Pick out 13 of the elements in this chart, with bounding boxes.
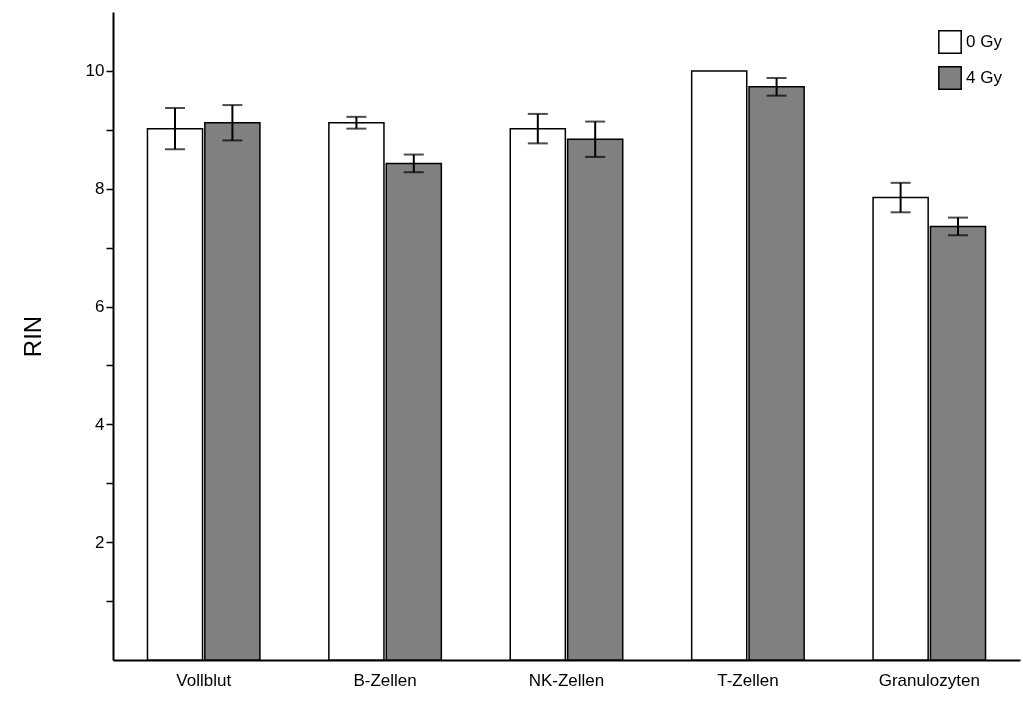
y-axis-title: RIN bbox=[18, 315, 46, 358]
y-tick-label: 8 bbox=[95, 179, 105, 199]
y-tick-label: 2 bbox=[95, 532, 105, 552]
y-tick-label: 4 bbox=[95, 414, 105, 434]
y-tick-label: 10 bbox=[85, 61, 105, 81]
x-tick-label: B-Zellen bbox=[353, 670, 417, 690]
y-tick-label: 6 bbox=[95, 297, 105, 317]
legend-label: 4 Gy bbox=[966, 68, 1003, 87]
x-tick-label: Granulozyten bbox=[878, 670, 980, 690]
x-tick-label: Vollblut bbox=[176, 670, 232, 690]
x-tick-label: T-Zellen bbox=[717, 670, 779, 690]
legend-label: 0 Gy bbox=[966, 32, 1003, 51]
x-tick-label: NK-Zellen bbox=[528, 670, 605, 690]
